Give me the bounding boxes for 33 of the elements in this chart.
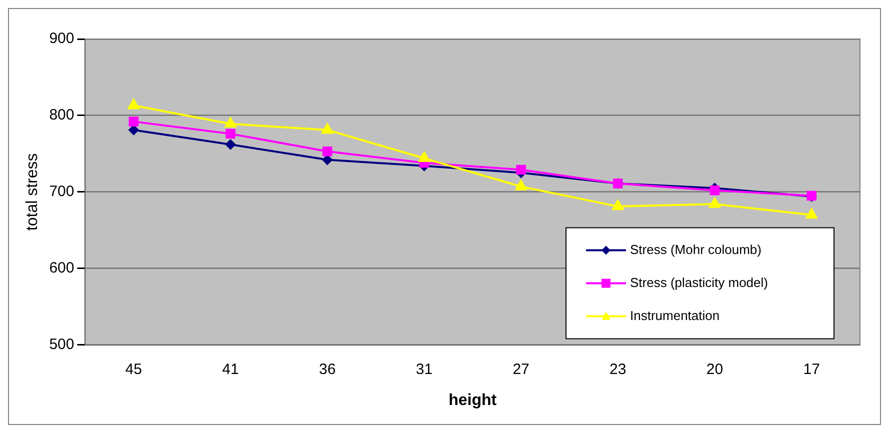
x-tick-label: 45 xyxy=(125,360,142,378)
legend-label: Stress (Mohr coloumb) xyxy=(630,242,762,257)
x-tick-label: 20 xyxy=(706,360,724,378)
point xyxy=(128,99,140,110)
x-tick-label: 23 xyxy=(610,360,626,378)
point xyxy=(224,117,236,128)
y-tick-label: 900 xyxy=(49,30,74,48)
point xyxy=(515,180,527,190)
legend-label: Instrumentation xyxy=(630,308,720,323)
point xyxy=(806,208,818,219)
y-tick-label: 600 xyxy=(49,259,74,276)
point xyxy=(418,152,430,162)
point xyxy=(226,128,236,139)
point xyxy=(322,154,332,165)
point xyxy=(516,164,526,175)
x-tick-label: 31 xyxy=(416,360,433,378)
y-tick-label: 700 xyxy=(49,183,74,200)
y-tick-label: 800 xyxy=(49,106,74,124)
x-tick-label: 36 xyxy=(319,360,336,378)
x-tick-label: 41 xyxy=(222,360,239,378)
point xyxy=(612,200,624,210)
y-tick-label: 500 xyxy=(49,336,74,353)
legend-label: Stress (plasticity model) xyxy=(630,274,768,290)
x-axis-title: height xyxy=(448,392,498,409)
point xyxy=(128,116,139,126)
x-tick-label: 27 xyxy=(512,360,530,378)
point xyxy=(322,146,332,156)
point xyxy=(708,198,720,208)
point xyxy=(225,140,236,150)
y-axis-title: total stress xyxy=(24,153,42,231)
point xyxy=(710,185,720,196)
x-tick-label: 17 xyxy=(803,360,820,378)
point xyxy=(322,123,334,134)
